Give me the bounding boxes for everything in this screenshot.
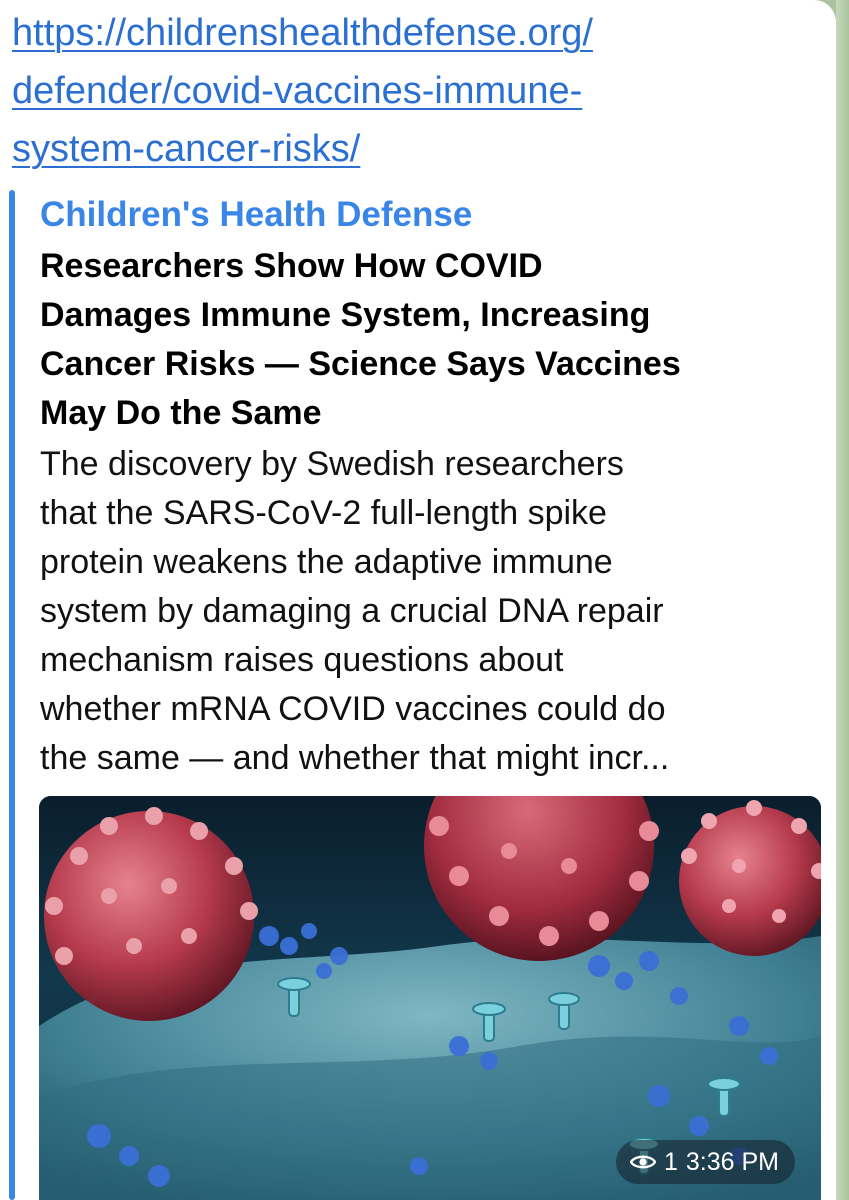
description-line-7: the same — and whether that might incr..… — [40, 739, 670, 777]
preview-site-name: Children's Health Defense — [40, 195, 473, 234]
view-count: 1 — [663, 1147, 678, 1176]
title-line-4: May Do the Same — [40, 394, 322, 432]
message-time: 3:36 PM — [685, 1147, 779, 1176]
description-line-4: system by damaging a crucial DNA repair — [40, 592, 664, 630]
link-line-2[interactable]: defender/covid-vaccines-immune- — [12, 70, 583, 112]
preview-image[interactable]: 1 3:36 PM — [39, 796, 821, 1200]
description-line-6: whether mRNA COVID vaccines could do — [40, 690, 666, 728]
preview-description: The discovery by Swedish researchers tha… — [40, 440, 830, 783]
preview-accent-bar — [9, 190, 15, 1200]
message-meta: 1 3:36 PM — [615, 1140, 795, 1184]
description-line-3: protein weakens the adaptive immune — [40, 543, 613, 581]
link-line-1[interactable]: https://childrenshealthdefense.org/ — [12, 12, 593, 54]
link-preview[interactable]: Children's Health Defense Researchers Sh… — [9, 190, 829, 1200]
virus-illustration-icon — [39, 796, 821, 1200]
description-line-5: mechanism raises questions about — [40, 641, 564, 679]
article-link[interactable]: https://childrenshealthdefense.org/ defe… — [12, 4, 822, 178]
description-line-2: that the SARS-CoV-2 full-length spike — [40, 494, 607, 532]
eye-icon — [629, 1155, 656, 1169]
title-line-3: Cancer Risks — Science Says Vaccines — [40, 345, 681, 383]
title-line-2: Damages Immune System, Increasing — [40, 296, 651, 334]
preview-title: Researchers Show How COVID Damages Immun… — [40, 242, 830, 438]
title-line-1: Researchers Show How COVID — [40, 247, 543, 285]
chat-background — [836, 0, 849, 1200]
description-line-1: The discovery by Swedish researchers — [40, 445, 624, 483]
link-line-3[interactable]: system-cancer-risks/ — [12, 128, 361, 170]
